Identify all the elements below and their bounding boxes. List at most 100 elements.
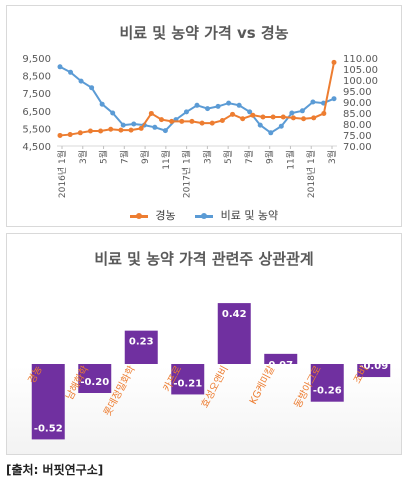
fertilizer-point [289, 110, 295, 116]
right-y-tick-label: 80.00 [343, 120, 372, 131]
gyeongnong-point [67, 132, 73, 138]
bar [78, 364, 112, 393]
gyeongnong-point [189, 118, 195, 124]
bar-value-label: 0.42 [222, 309, 247, 320]
gyeongnong-series-line [59, 62, 335, 137]
x-tick-label: 3월 [77, 150, 89, 164]
fertilizer-point [247, 109, 253, 115]
gyeongnong-point [250, 112, 256, 118]
right-y-tick-label: 90.00 [343, 98, 372, 109]
x-tick-label: 9월 [264, 150, 276, 164]
x-tick-label: 3월 [326, 150, 338, 164]
line-chart: 4,500 5,500 6,500 7,500 8,500 9,500 70.0075.00… [22, 54, 378, 198]
bar-value-label: -0.26 [313, 386, 342, 397]
x-tick-label: 2018년 1월 [305, 150, 317, 198]
right-y-tick-label: 105.00 [343, 65, 378, 76]
right-y-tick-label: 85.00 [343, 109, 372, 120]
fertilizer-point [183, 109, 189, 115]
gyeongnong-point [77, 130, 83, 136]
x-tick-label: 5월 [222, 150, 234, 164]
legend-swatch-gyeongnong [129, 212, 148, 219]
fertilizer-point [226, 100, 232, 106]
fertilizer-point [68, 69, 74, 75]
bar [31, 364, 65, 440]
gyeongnong-point [199, 120, 205, 126]
fertilizer-point [331, 96, 337, 102]
gyeongnong-point [219, 117, 225, 123]
fertilizer-point [120, 122, 126, 128]
gyeongnong-point [290, 115, 296, 121]
bar-value-label: 0.07 [268, 360, 293, 371]
fertilizer-point [268, 130, 274, 136]
gyeongnong-point [321, 110, 327, 116]
gyeongnong-point [87, 128, 93, 134]
legend-item-fertilizer: 비료 및 농약 [195, 207, 278, 223]
line-chart-title: 비료 및 농약 가격 vs 경농 [119, 24, 289, 42]
bar-value-label: -0.21 [173, 378, 202, 389]
x-tick-label: 11월 [160, 150, 172, 170]
gyeongnong-point [270, 114, 276, 120]
bar-chart-panel: 비료 및 농약 가격 관련주 상관관계 -0.52 경농 -0.20 남해화학 0.23… [6, 233, 402, 455]
fertilizer-point [99, 101, 105, 107]
gyeongnong-point [118, 127, 124, 133]
gyeongnong-point [209, 120, 215, 126]
legend-swatch-fertilizer [195, 212, 214, 219]
gyeongnong-point [331, 59, 337, 65]
gyeongnong-point [230, 111, 236, 117]
gyeongnong-point [148, 110, 154, 116]
bar-value-label: 0.23 [129, 337, 154, 348]
gyeongnong-point [240, 116, 246, 122]
fertilizer-point [215, 103, 221, 109]
line-chart-panel: 비료 및 농약 가격 vs 경농 4,500 5,500 6,500 7,500 8,5… [6, 5, 402, 227]
fertilizer-point [152, 124, 158, 130]
fertilizer-point [78, 78, 84, 84]
fertilizer-point [310, 99, 316, 105]
gyeongnong-point [311, 115, 317, 121]
x-tick-label: 9월 [139, 150, 151, 164]
bar-value-label: -0.09 [359, 361, 388, 372]
x-tick-label: 5월 [98, 150, 110, 164]
left-y-tick-label: 5,500 [22, 124, 51, 135]
left-y-tick-label: 8,500 [22, 72, 51, 83]
gyeongnong-point [108, 126, 114, 132]
right-y-tick-label: 75.00 [343, 131, 372, 142]
gyeongnong-point [98, 128, 104, 134]
legend-item-gyeongnong: 경농 [129, 207, 176, 223]
gyeongnong-point [57, 132, 63, 138]
bar [171, 364, 205, 395]
x-tick-label: 2017년 1월 [181, 150, 193, 198]
bar [357, 364, 391, 378]
right-y-tick-label: 110.00 [343, 54, 378, 65]
fertilizer-point [205, 106, 211, 112]
fertilizer-point [278, 123, 284, 129]
x-tick-label: 3월 [201, 150, 213, 164]
gyeongnong-point [138, 125, 144, 131]
left-y-tick-label: 6,500 [22, 107, 51, 118]
x-tick-label: 7월 [243, 150, 255, 164]
fertilizer-point [57, 64, 63, 70]
fertilizer-point [110, 110, 116, 116]
bar [310, 364, 344, 402]
gyeongnong-point [158, 117, 164, 123]
line-chart-legend: 경농 비료 및 농약 [7, 207, 401, 223]
fertilizer-point [194, 102, 200, 108]
gyeongnong-point [301, 116, 307, 122]
bar [124, 330, 158, 364]
gyeongnong-point [280, 114, 286, 120]
fertilizer-point [131, 121, 137, 127]
left-y-tick-label: 9,500 [22, 54, 51, 65]
fertilizer-point [257, 122, 263, 128]
right-y-tick-label: 95.00 [343, 87, 372, 98]
bar [217, 303, 251, 364]
bar-value-label: -0.52 [34, 423, 63, 434]
bar [264, 353, 298, 364]
legend-label-gyeongnong: 경농 [155, 209, 176, 222]
left-y-tick-label: 7,500 [22, 89, 51, 100]
left-y-tick-label: 4,500 [22, 142, 51, 153]
gyeongnong-point [179, 118, 185, 124]
x-tick-label: 11월 [284, 150, 296, 170]
fertilizer-point [162, 128, 168, 134]
gyeongnong-point [260, 114, 266, 120]
gyeongnong-point [128, 127, 134, 133]
